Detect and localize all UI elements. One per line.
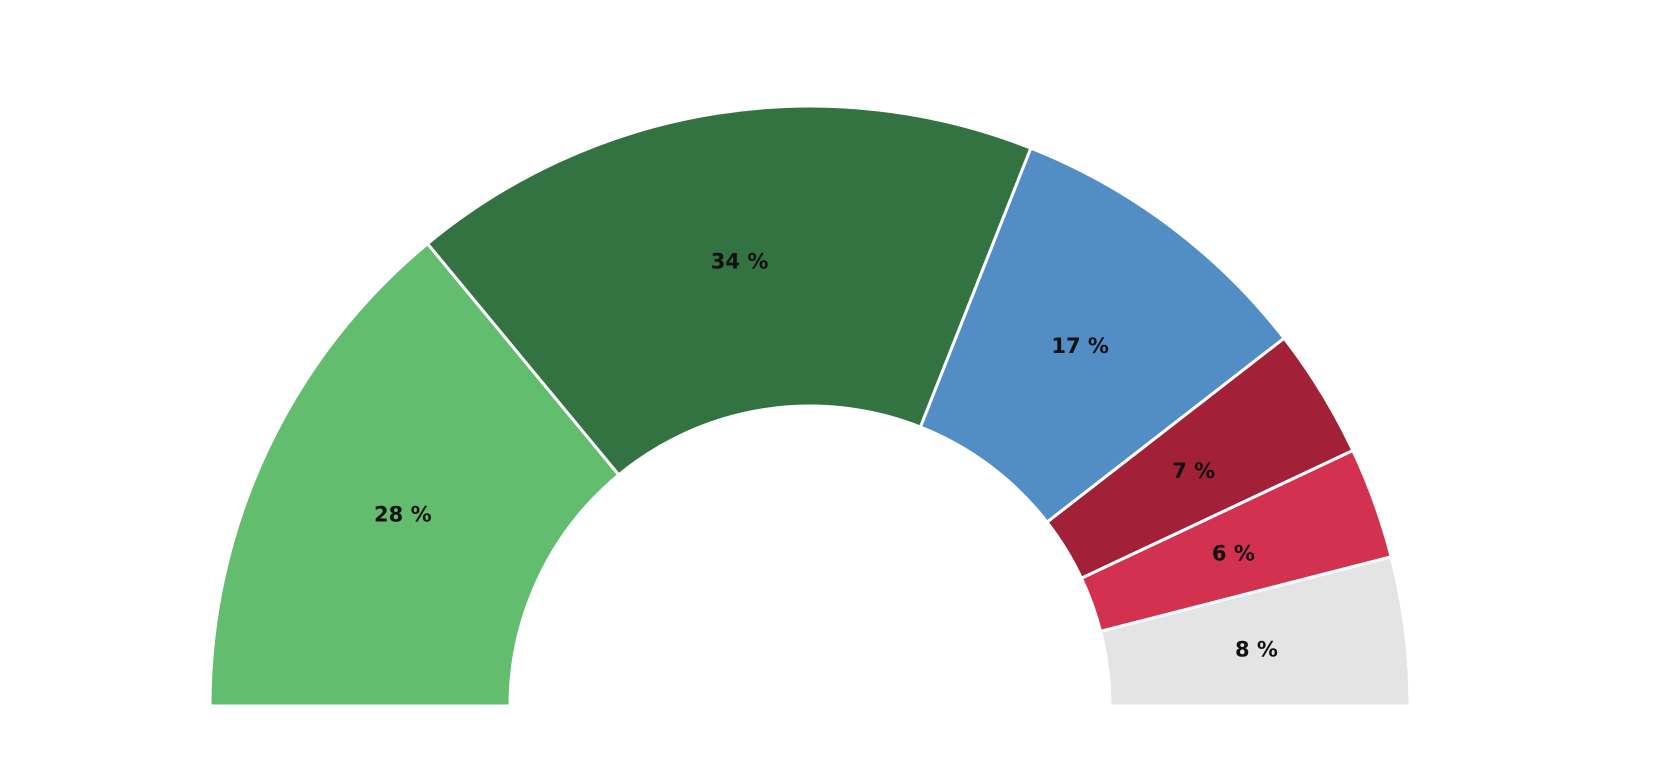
slice-label-5: 8 % xyxy=(1235,638,1278,662)
slice-label-1: 34 % xyxy=(711,250,769,274)
slice-label-0: 28 % xyxy=(374,502,432,526)
slice-0[interactable] xyxy=(208,242,621,708)
slice-1[interactable] xyxy=(426,104,1033,477)
chart-slices xyxy=(208,104,1412,708)
slice-label-4: 6 % xyxy=(1212,542,1255,566)
chart-labels: 28 % 34 % 17 % 7 % 6 % 8 % xyxy=(374,250,1278,662)
slice-label-2: 17 % xyxy=(1051,334,1109,358)
slice-label-3: 7 % xyxy=(1172,459,1215,483)
slice-5[interactable] xyxy=(1099,555,1412,708)
